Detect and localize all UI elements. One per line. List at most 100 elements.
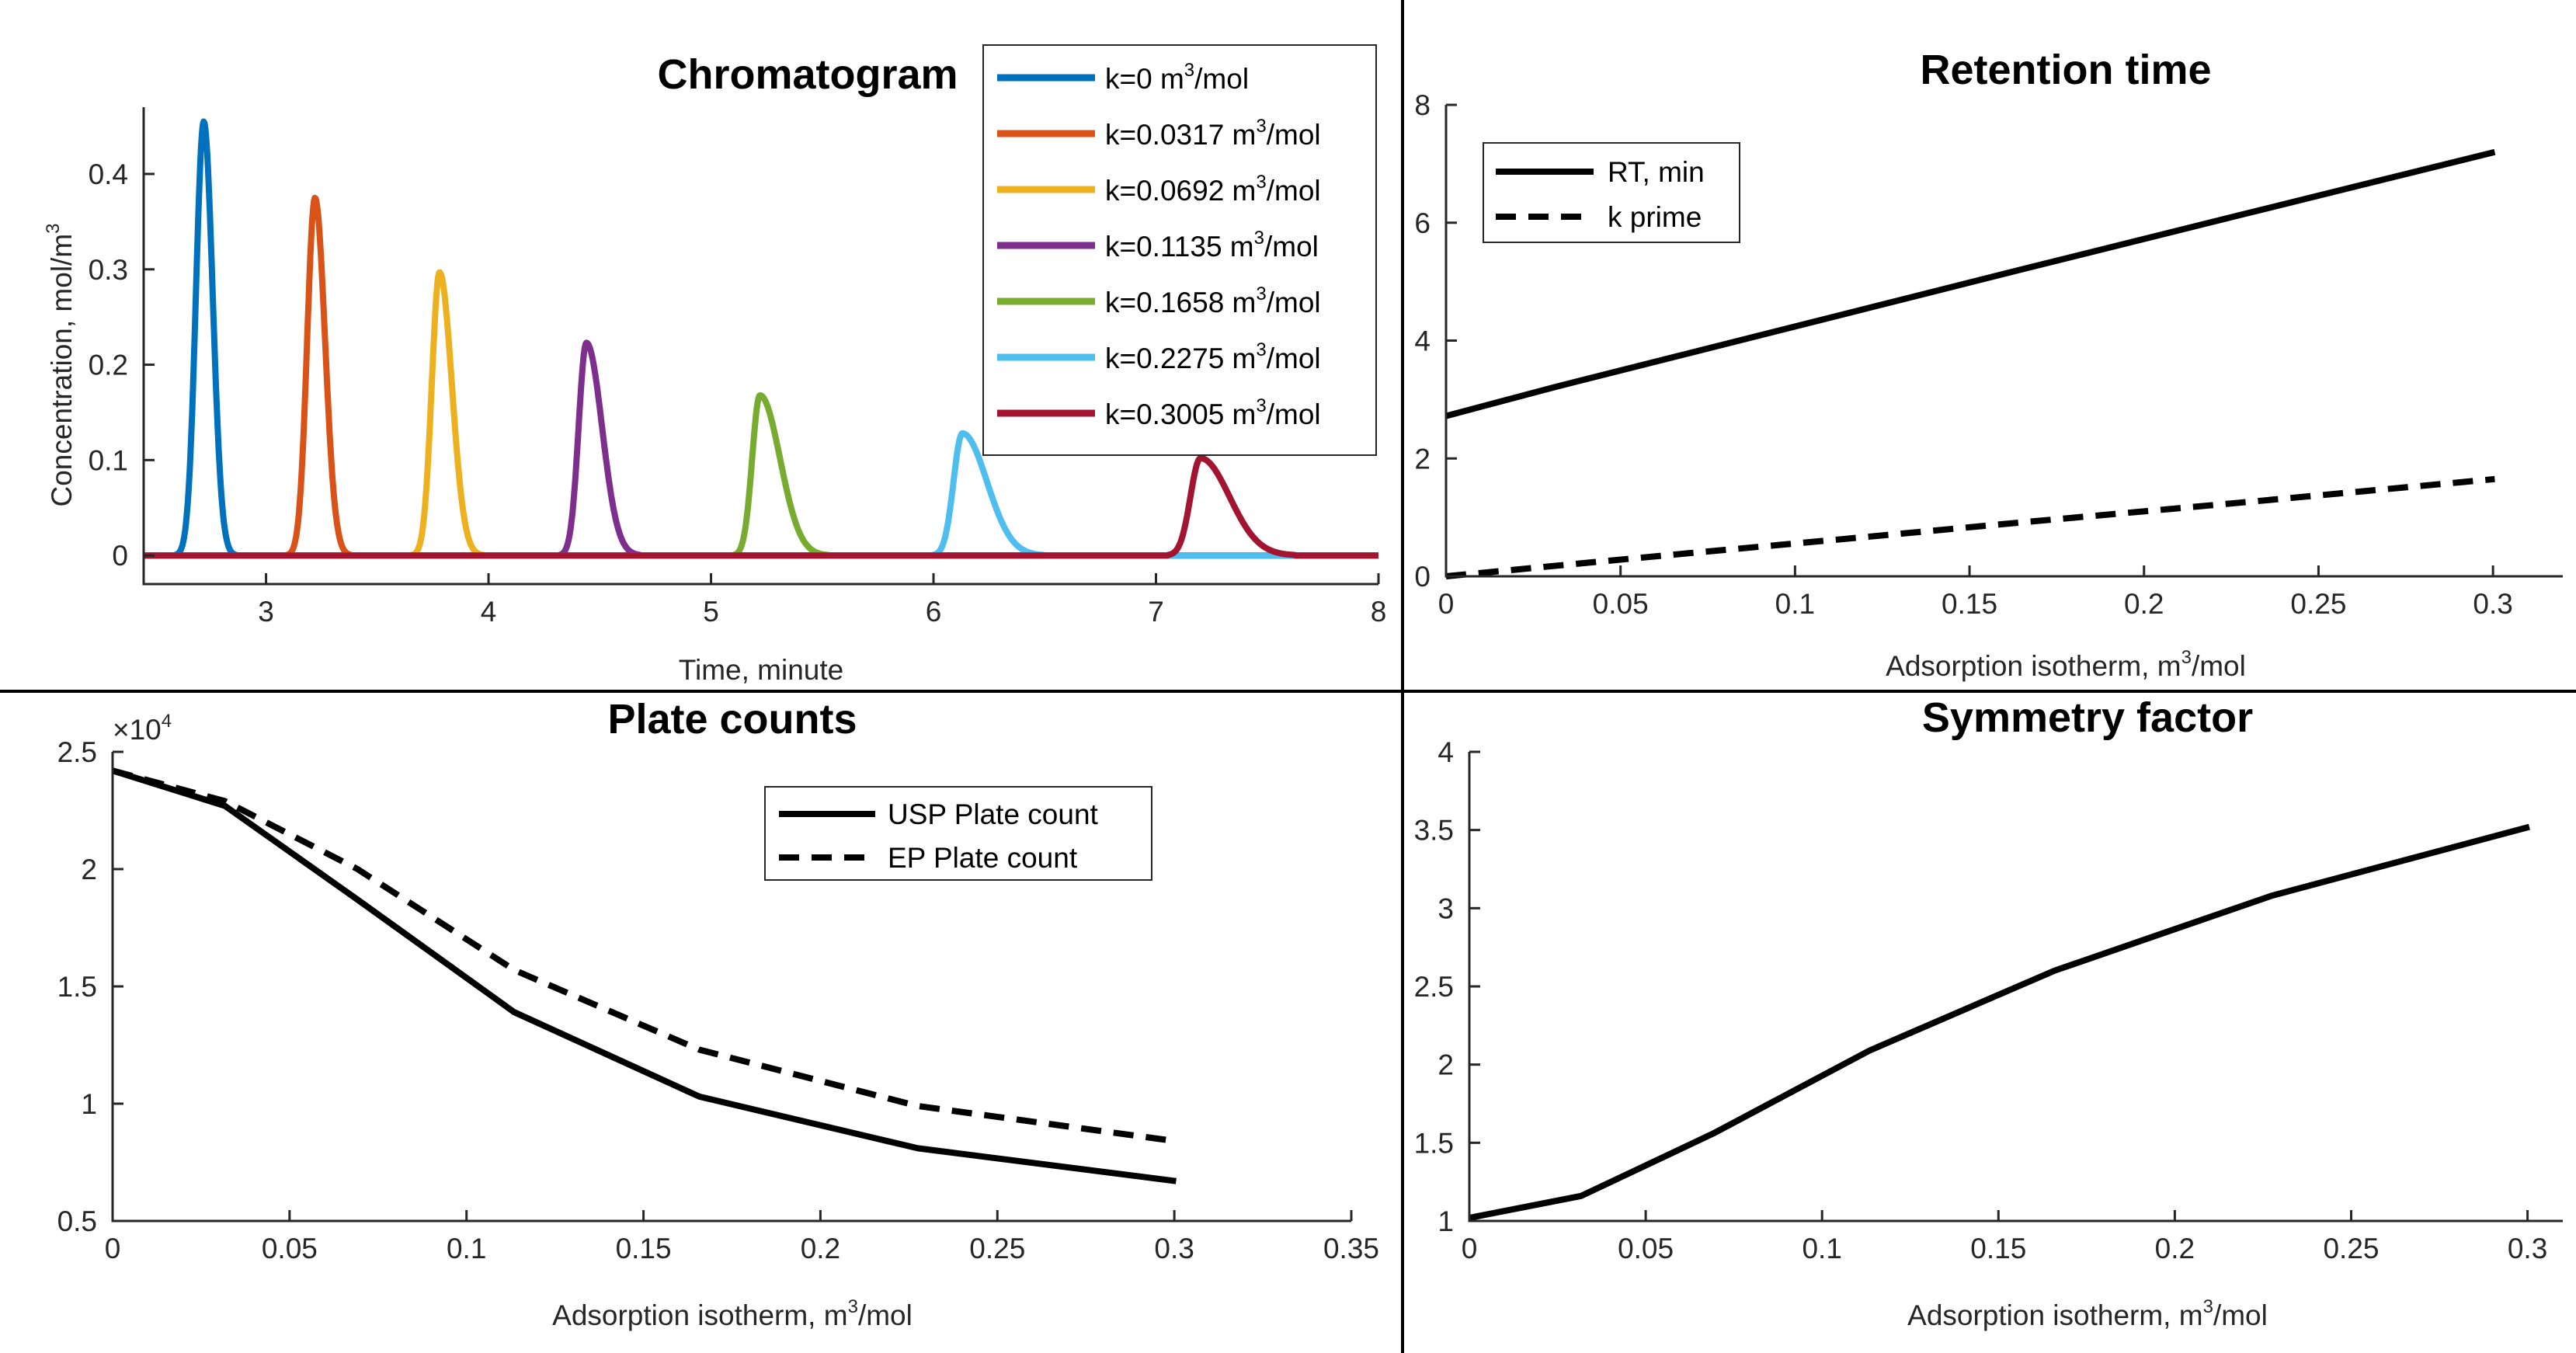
legend-entry: k=0 m3/mol (997, 60, 1249, 95)
x-tick-label: 0.15 (1942, 588, 1997, 620)
y-tick-label: 2.5 (1414, 971, 1454, 1003)
x-tick-label: 6 (926, 596, 942, 628)
legend: RT, min k prime (1483, 142, 1740, 243)
legend-label: k=0.1135 m3/mol (1105, 228, 1319, 263)
legend: USP Plate count EP Plate count (764, 786, 1152, 881)
x-tick-label: 0.15 (1970, 1233, 2026, 1264)
y-ticks: 0.5 1 1.5 2 2.5 (57, 736, 123, 1237)
y-tick-label: 3.5 (1414, 815, 1454, 847)
x-tick-label: 0.05 (262, 1233, 318, 1264)
x-ticks: 0 0.05 0.1 0.15 0.2 0.25 0.3 (1462, 1210, 2547, 1264)
y-tick-label: 6 (1414, 207, 1431, 239)
legend-box (764, 786, 1152, 881)
y-tick-label: 0.1 (89, 444, 128, 476)
panel-chromatogram: Chromatogram 3 4 5 6 7 8 0 0.1 0.2 0.3 0.4 Time, … (43, 44, 1386, 686)
x-axis-label: Time, minute (679, 654, 843, 686)
legend-entry: k=0.0317 m3/mol (997, 116, 1321, 151)
x-axis-label: Adsorption isotherm, m3/mol (552, 1296, 913, 1331)
series-group (1444, 148, 2496, 579)
y-ticks: 0 0.1 0.2 0.3 0.4 (89, 158, 155, 572)
x-tick-label: 0.2 (2155, 1233, 2195, 1264)
axes-frame (111, 752, 1351, 1223)
legend-box (1483, 142, 1740, 243)
legend-box (982, 44, 1377, 456)
x-axis-label: Adsorption isotherm, m3/mol (1907, 1296, 2268, 1331)
x-tick-label: 0.3 (2508, 1233, 2547, 1264)
y-tick-label: 2 (1437, 1049, 1454, 1081)
legend-entry: USP Plate count (779, 798, 1099, 830)
legend-entry: k=0.1135 m3/mol (997, 228, 1319, 263)
legend-entry: k prime (1496, 201, 1702, 233)
legend-entry: k=0.2275 m3/mol (997, 339, 1321, 374)
x-tick-label: 0.1 (1775, 588, 1815, 620)
y-tick-label: 0.2 (89, 350, 128, 381)
legend-label: k prime (1608, 201, 1702, 233)
chart-title: Chromatogram (657, 51, 958, 98)
x-tick-label: 0.1 (447, 1233, 486, 1264)
x-tick-label: 0.15 (616, 1233, 672, 1264)
panel-plate-counts: Plate counts 0 0.05 0.1 0.15 0.2 0.25 0.3 0.35 … (57, 696, 1379, 1331)
y-tick-label: 1 (1437, 1205, 1454, 1237)
legend-label: k=0 m3/mol (1105, 60, 1249, 95)
x-tick-label: 0.05 (1618, 1233, 1674, 1264)
x-tick-label: 3 (258, 596, 274, 628)
legend-entry: k=0.1658 m3/mol (997, 283, 1321, 318)
series-group (141, 118, 1381, 559)
y-tick-label: 0.3 (89, 254, 128, 286)
x-axis-label: Adsorption isotherm, m3/mol (1886, 647, 2246, 682)
axes-frame (142, 107, 1378, 586)
chart-title: Retention time (1920, 47, 2211, 93)
legend-entry: k=0.0692 m3/mol (997, 172, 1321, 207)
x-tick-label: 0 (1462, 1233, 1478, 1264)
x-tick-label: 0.35 (1323, 1233, 1379, 1264)
legend-label: k=0.0317 m3/mol (1105, 116, 1321, 151)
x-tick-label: 7 (1148, 596, 1164, 628)
legend-label: USP Plate count (888, 798, 1099, 830)
y-tick-label: 2 (81, 854, 97, 885)
exponent-label: ×104 (113, 711, 172, 746)
x-ticks: 0 0.05 0.1 0.15 0.2 0.25 0.3 0.35 (105, 1210, 1379, 1264)
x-tick-label: 0.3 (1154, 1233, 1194, 1264)
y-tick-label: 1 (81, 1088, 97, 1120)
series-line (1445, 475, 2495, 579)
x-tick-label: 0.2 (801, 1233, 840, 1264)
x-tick-label: 0.05 (1593, 588, 1649, 620)
legend-label: k=0.3005 m3/mol (1105, 395, 1321, 430)
legend-entry: RT, min (1496, 156, 1705, 188)
panel-symmetry-factor: Symmetry factor 0 0.05 0.1 0.15 0.2 0.25 0.3 1… (1414, 694, 2563, 1331)
x-tick-label: 0.25 (969, 1233, 1025, 1264)
y-tick-label: 3 (1437, 892, 1454, 924)
y-tick-label: 0.5 (57, 1205, 97, 1237)
series-line (1469, 823, 2530, 1221)
x-tick-label: 0.3 (2473, 588, 2512, 620)
x-tick-label: 8 (1371, 596, 1387, 628)
y-tick-label: 0.4 (89, 158, 128, 190)
y-tick-label: 2 (1414, 443, 1431, 475)
legend-label: k=0.2275 m3/mol (1105, 339, 1321, 374)
y-ticks: 0 2 4 6 8 (1414, 89, 1457, 593)
y-tick-label: 1.5 (1414, 1127, 1454, 1159)
x-tick-label: 4 (481, 596, 497, 628)
x-tick-label: 0 (105, 1233, 121, 1264)
x-ticks: 0 0.05 0.1 0.15 0.2 0.25 0.3 (1438, 565, 2513, 620)
y-tick-label: 1.5 (57, 971, 97, 1003)
legend-label: EP Plate count (888, 842, 1078, 874)
x-ticks: 3 4 5 6 7 8 (258, 573, 1386, 628)
y-tick-label: 8 (1414, 89, 1431, 121)
plot-area: 0 0.05 0.1 0.15 0.2 0.25 0.3 0 2 4 6 8 (1414, 89, 2563, 620)
y-tick-label: 0 (1414, 561, 1431, 593)
y-tick-label: 2.5 (57, 736, 97, 768)
x-tick-label: 0.1 (1802, 1233, 1841, 1264)
y-tick-label: 0 (112, 540, 128, 572)
series-group (1469, 823, 2530, 1221)
x-tick-label: 0.25 (2323, 1233, 2379, 1264)
legend-label: RT, min (1608, 156, 1705, 188)
legend-label: k=0.1658 m3/mol (1105, 283, 1321, 318)
plot-area: 3 4 5 6 7 8 0 0.1 0.2 0.3 0.4 (89, 107, 1386, 628)
chart-title: Plate counts (607, 696, 857, 743)
x-tick-label: 0.25 (2290, 588, 2346, 620)
x-tick-label: 0 (1438, 588, 1455, 620)
legend-entry: k=0.3005 m3/mol (997, 395, 1321, 430)
legend: k=0 m3/mol k=0.0317 m3/mol k=0.0692 m3/m… (982, 44, 1377, 456)
